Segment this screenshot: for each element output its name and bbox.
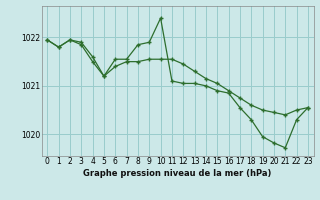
X-axis label: Graphe pression niveau de la mer (hPa): Graphe pression niveau de la mer (hPa): [84, 169, 272, 178]
